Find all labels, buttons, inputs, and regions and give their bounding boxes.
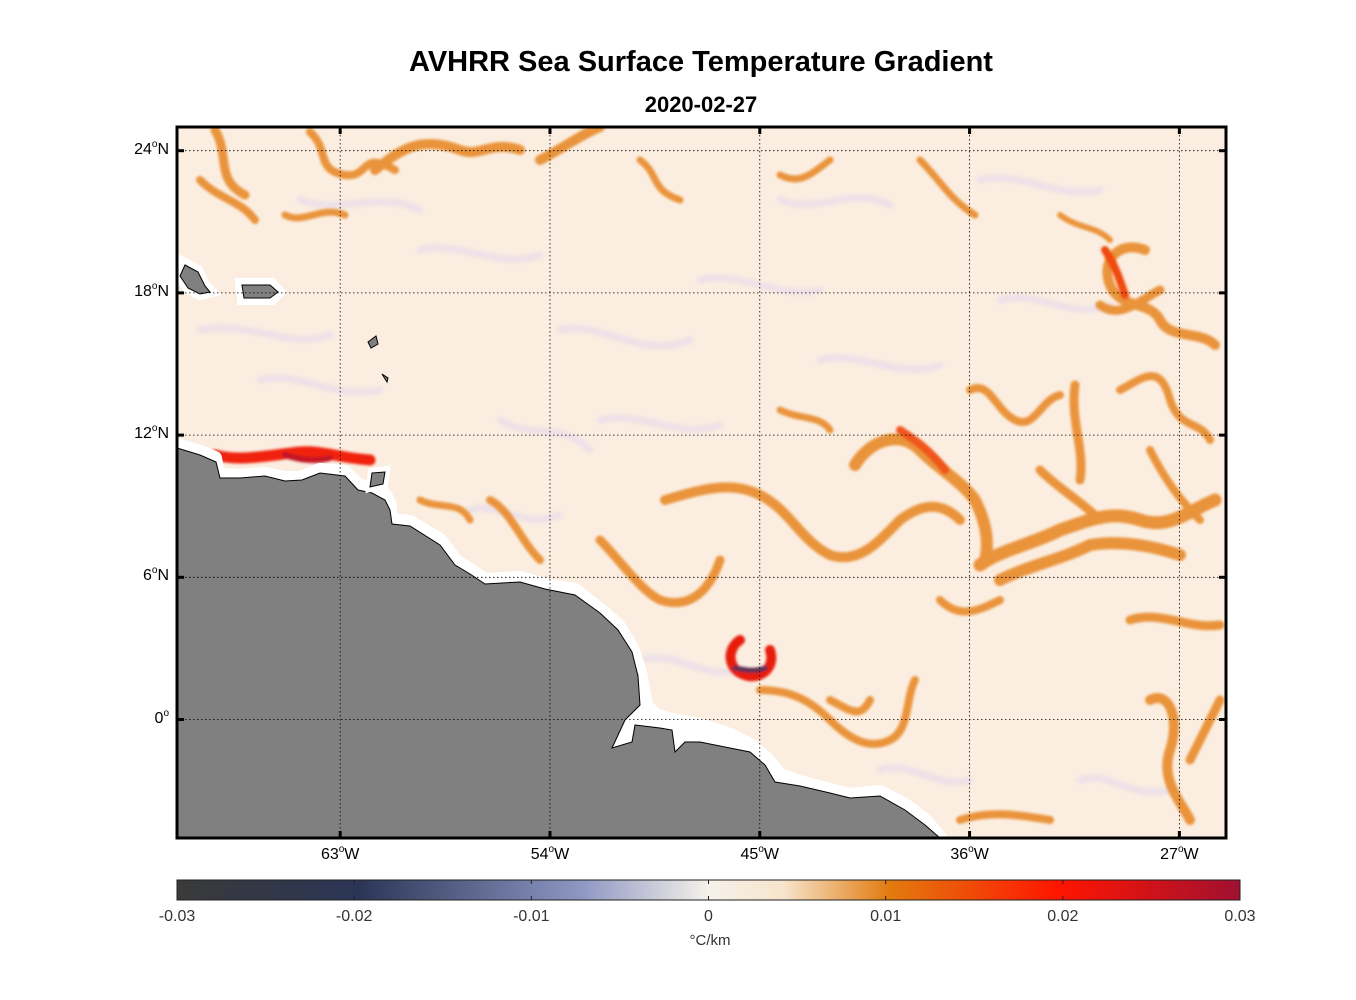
map-frame: [175, 125, 1228, 840]
colorbar-tick-label: 0.02: [1047, 908, 1079, 925]
colorbar-ticks: [176, 880, 1241, 900]
latitude-tick-label: 0o: [154, 707, 169, 727]
colorbar-tick-label: 0: [704, 908, 713, 925]
colorbar-tick-label: 0.03: [1224, 908, 1256, 925]
island: [381, 373, 389, 384]
chart-title: AVHRR Sea Surface Temperature Gradient: [409, 46, 993, 78]
island: [369, 471, 386, 488]
land-mass: [177, 254, 947, 838]
strong-gradient-fronts: [209, 246, 1129, 682]
colorbar-tick-label: -0.03: [158, 908, 196, 925]
longitude-tick-label: 45oW: [740, 844, 779, 864]
latitude-tick-label: 24oN: [134, 138, 169, 158]
longitude-tick-label: 36oW: [950, 844, 989, 864]
island: [367, 335, 379, 349]
colorbar-unit: °C/km: [689, 932, 731, 949]
south-america-land: [177, 447, 941, 838]
colorbar-tick-label: -0.02: [335, 908, 373, 925]
island: [241, 284, 279, 299]
graticule: [177, 127, 1226, 838]
map-ticks: [177, 127, 1226, 838]
longitude-tick-label: 27oW: [1160, 844, 1199, 864]
latitude-tick-label: 12oN: [134, 423, 169, 443]
colorbar-tick-label: 0.01: [870, 908, 902, 925]
longitude-tick-label: 54oW: [530, 844, 570, 864]
longitude-tick-label: 63oW: [320, 844, 360, 864]
colorbar-tick-label: -0.01: [513, 908, 550, 925]
latitude-tick-label: 6oN: [142, 565, 169, 585]
latitude-tick-label: 18oN: [134, 280, 169, 300]
chart-subtitle: 2020-02-27: [644, 92, 758, 117]
